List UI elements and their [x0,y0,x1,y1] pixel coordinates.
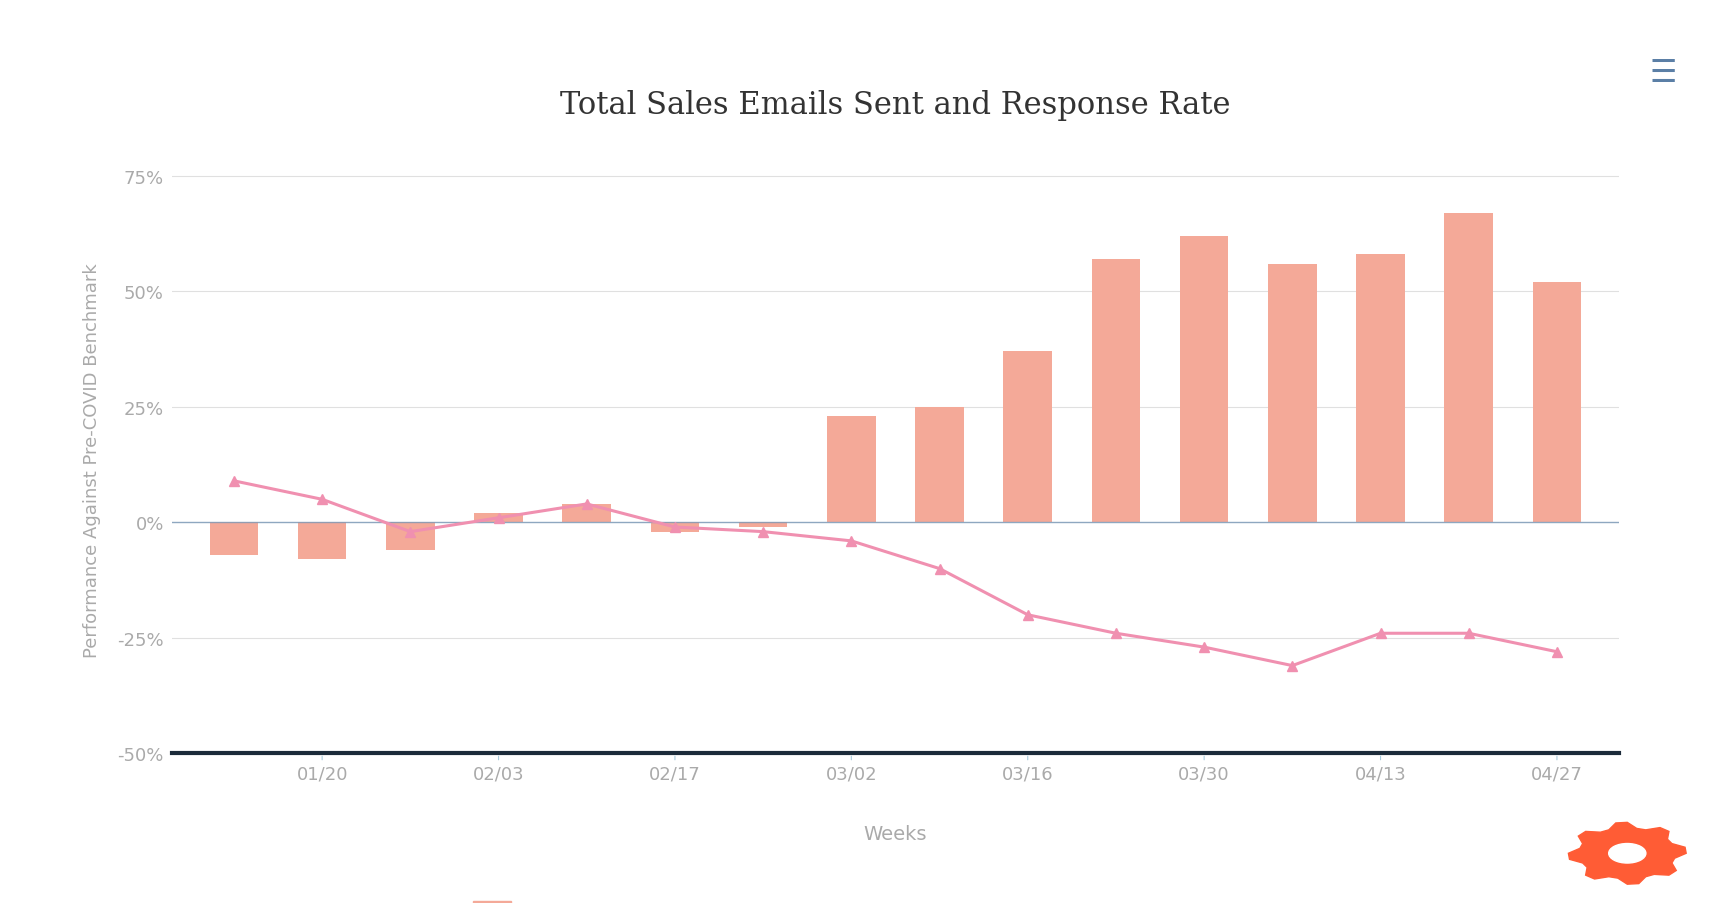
Bar [474,514,523,523]
Title: Total Sales Emails Sent and Response Rate: Total Sales Emails Sent and Response Rat… [560,90,1231,121]
Bar [1004,352,1052,523]
Legend: Sales Email Sends, Sales Email Responses: Sales Email Sends, Sales Email Responses [465,892,1123,903]
Bar [386,523,434,551]
Bar [298,523,346,560]
Bar [1092,260,1140,523]
Bar [739,523,787,527]
Bar [1180,237,1228,523]
Polygon shape [1569,823,1686,884]
Y-axis label: Performance Against Pre-COVID Benchmark: Performance Against Pre-COVID Benchmark [83,264,100,657]
Bar [1533,283,1581,523]
Bar [563,505,611,523]
Bar [827,416,875,523]
Circle shape [1608,843,1646,863]
Bar [651,523,699,532]
X-axis label: Weeks: Weeks [864,824,926,843]
Bar [210,523,258,555]
Bar [916,407,964,523]
Bar [1267,265,1317,523]
Bar [1445,214,1493,523]
Text: ☰: ☰ [1650,59,1677,88]
Bar [1357,256,1405,523]
